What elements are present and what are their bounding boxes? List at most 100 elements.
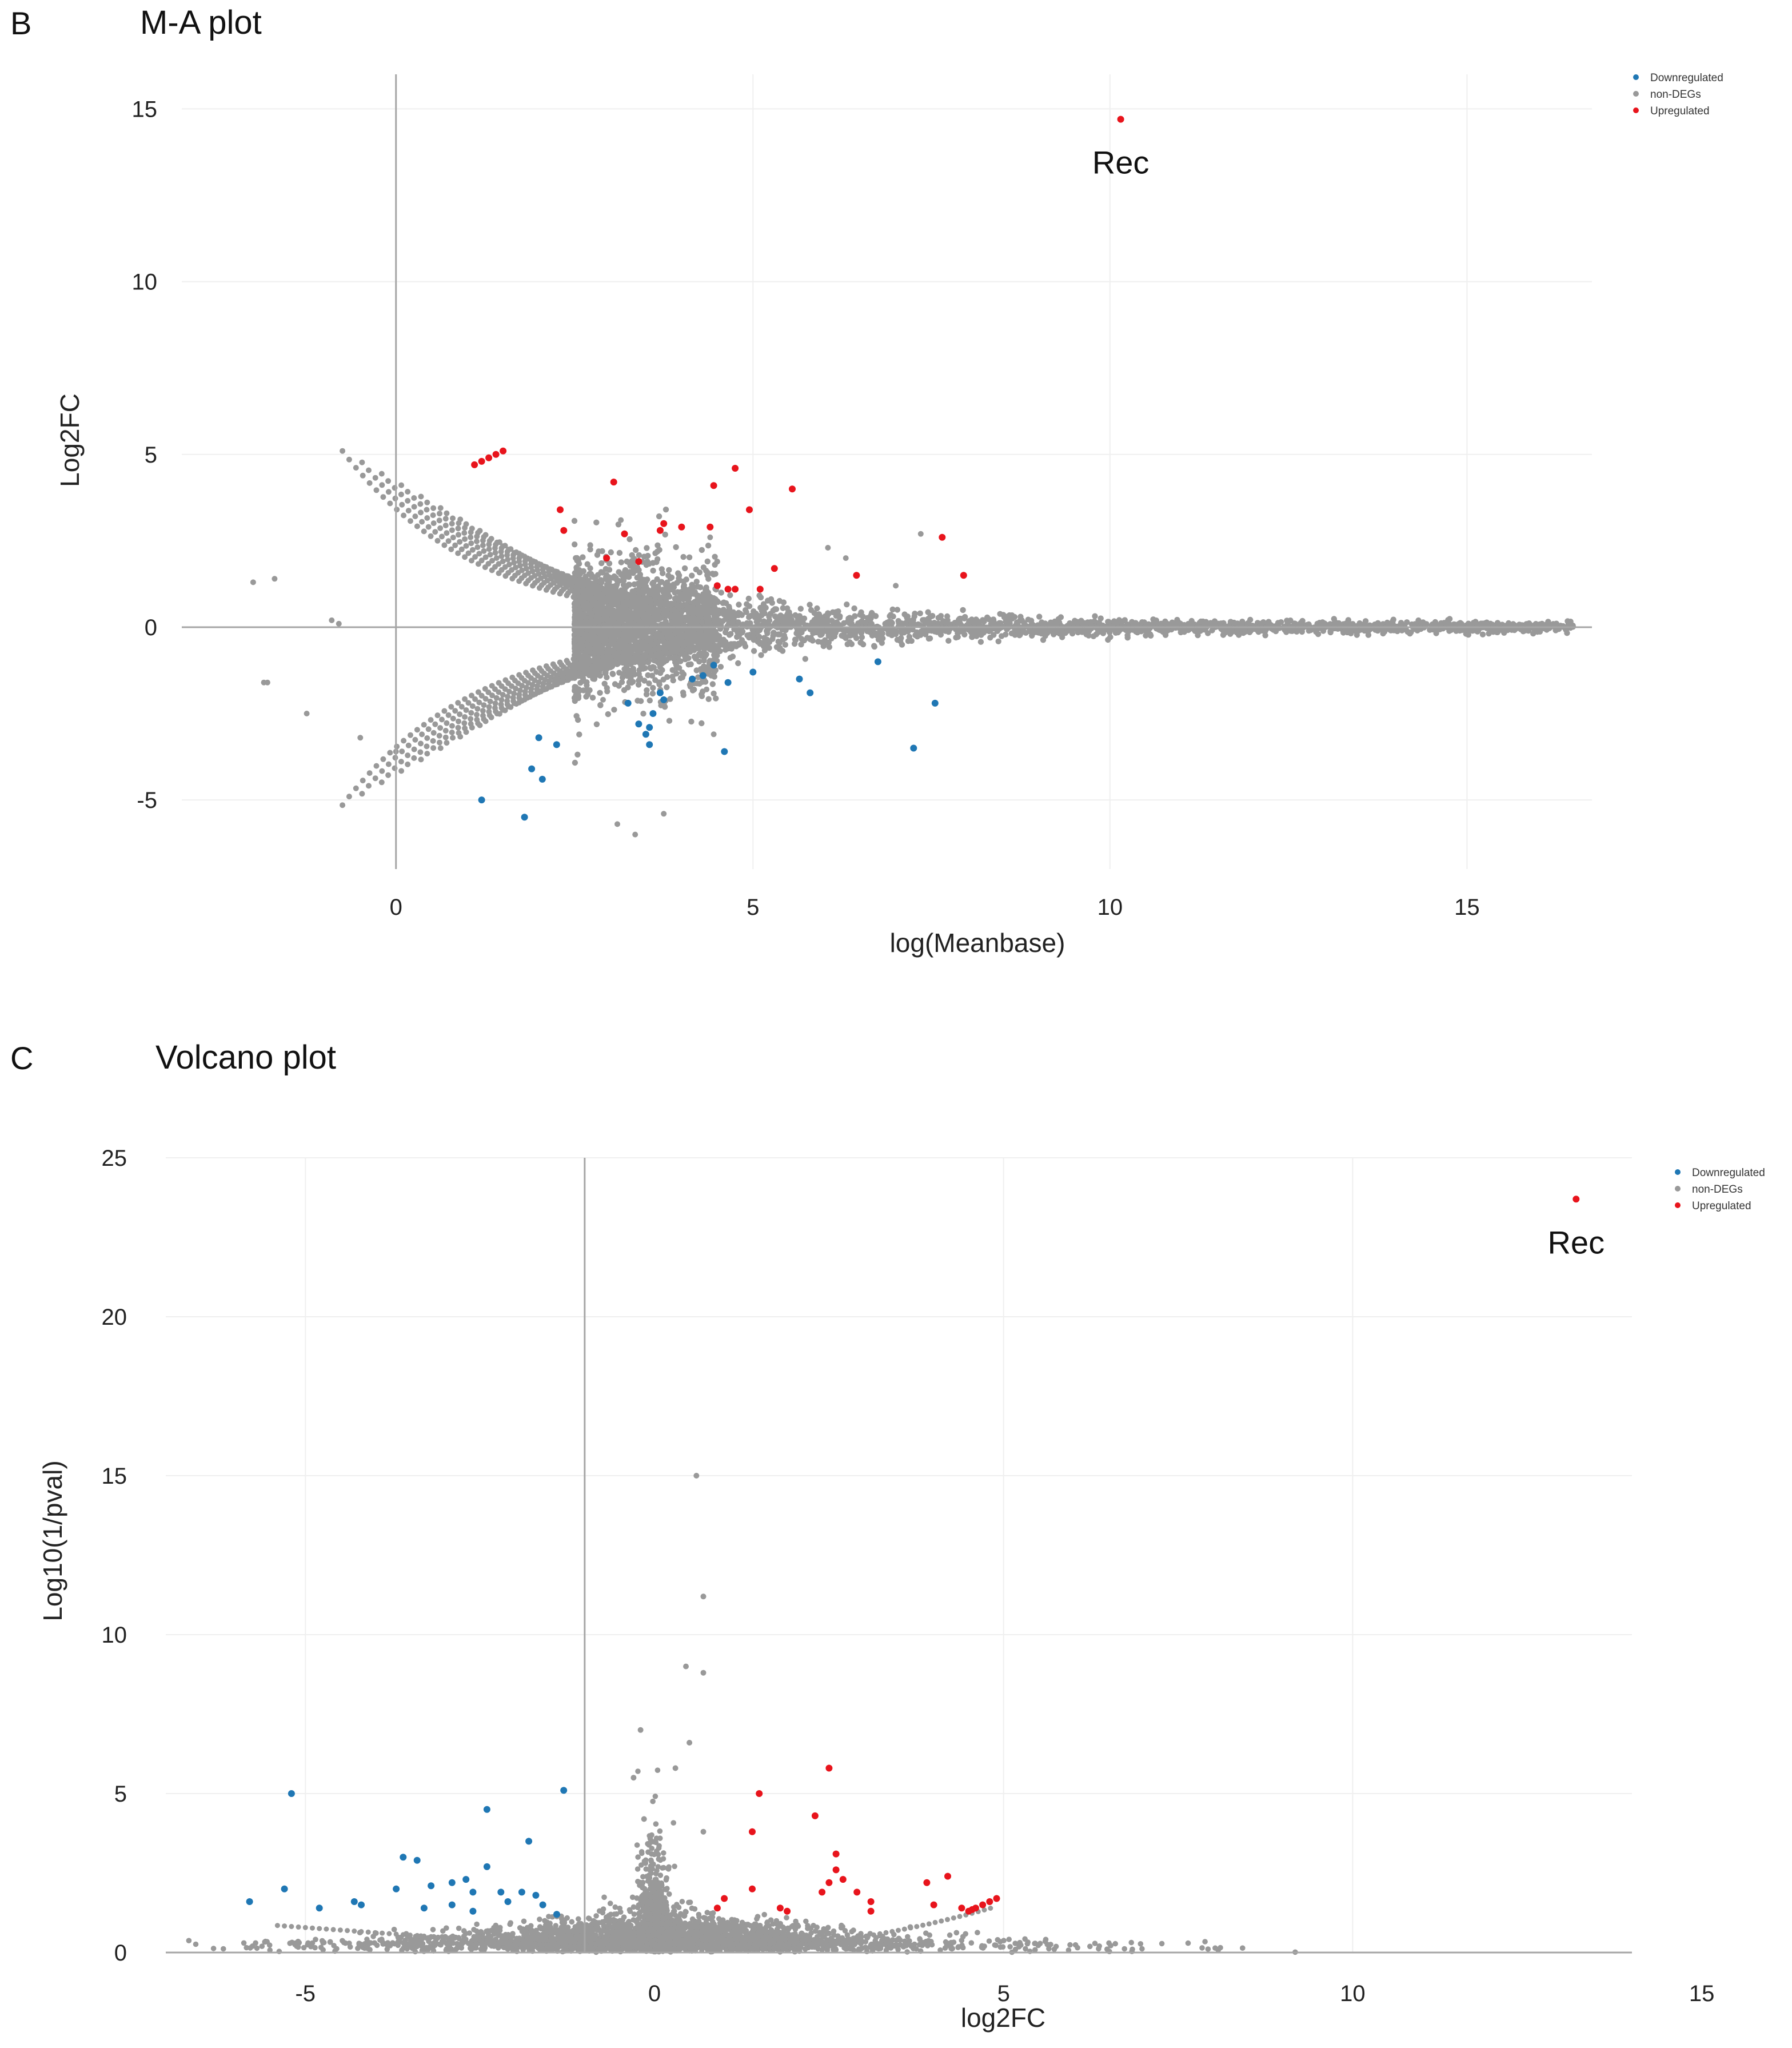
non-deg-point: [418, 509, 424, 516]
non-deg-point: [516, 551, 522, 557]
non-deg-point: [640, 629, 646, 636]
non-deg-point: [720, 642, 727, 648]
non-deg-point: [825, 629, 831, 636]
non-deg-point: [592, 585, 597, 591]
non-deg-point: [658, 566, 665, 572]
non-deg-point: [481, 702, 487, 708]
non-deg-point: [718, 589, 724, 596]
non-deg-point: [586, 634, 593, 641]
non-deg-point: [679, 603, 685, 609]
non-deg-point: [480, 708, 486, 714]
non-deg-point: [703, 652, 709, 658]
non-deg-point: [715, 643, 721, 648]
non-deg-point: [1384, 623, 1391, 629]
non-deg-point: [641, 678, 648, 684]
non-deg-point: [654, 542, 661, 548]
non-deg-point: [684, 646, 691, 652]
non-deg-point: [502, 707, 508, 714]
non-deg-point: [772, 606, 779, 612]
non-deg-point: [493, 695, 500, 701]
non-deg-point: [411, 746, 417, 752]
non-deg-point: [436, 517, 442, 524]
non-deg-point: [572, 604, 578, 611]
non-deg-point: [715, 607, 721, 613]
non-deg-point: [601, 611, 608, 617]
non-deg-point: [628, 594, 633, 600]
non-deg-point: [642, 617, 649, 623]
non-deg-point: [819, 630, 825, 637]
non-deg-point: [695, 645, 701, 651]
non-deg-point: [505, 694, 511, 700]
non-deg-point: [997, 611, 1003, 617]
non-deg-point: [593, 618, 600, 624]
non-deg-point: [669, 674, 676, 680]
non-deg-point: [743, 609, 749, 615]
non-deg-point: [751, 608, 757, 615]
non-deg-point: [468, 716, 474, 722]
non-deg-point: [960, 615, 967, 621]
non-deg-point: [1375, 620, 1381, 627]
non-deg-point: [360, 778, 366, 784]
non-deg-point: [373, 763, 380, 769]
non-deg-point: [1348, 630, 1354, 637]
non-deg-point: [596, 548, 602, 555]
non-deg-point: [1145, 628, 1151, 635]
non-deg-point: [417, 501, 424, 507]
non-deg-point: [424, 743, 430, 750]
non-deg-point: [437, 505, 444, 511]
non-deg-point: [592, 645, 598, 652]
non-deg-point: [756, 616, 763, 622]
non-deg-point: [585, 619, 591, 626]
non-deg-point: [641, 584, 648, 590]
non-deg-point: [608, 549, 614, 556]
non-deg-point: [353, 785, 359, 791]
non-deg-point: [700, 599, 707, 606]
non-deg-point: [457, 734, 464, 740]
non-deg-point: [801, 637, 808, 644]
non-deg-point: [430, 745, 437, 751]
non-deg-point: [630, 670, 636, 676]
non-deg-point: [419, 731, 425, 738]
non-deg-point: [897, 638, 904, 644]
non-deg-point: [679, 647, 685, 653]
non-deg-point: [730, 615, 736, 622]
non-deg-point: [1105, 636, 1111, 643]
non-deg-point: [683, 576, 689, 583]
non-deg-point: [408, 518, 413, 524]
non-deg-point: [607, 661, 613, 667]
non-deg-point: [746, 623, 752, 629]
non-deg-point: [977, 639, 984, 645]
non-deg-point: [399, 501, 405, 508]
non-deg-point: [398, 482, 405, 488]
non-deg-point: [819, 616, 825, 623]
non-deg-point: [457, 711, 463, 718]
ma-plot-title: M-A plot: [140, 4, 262, 41]
non-deg-point: [677, 619, 684, 626]
non-deg-point: [449, 527, 455, 533]
non-deg-point: [618, 679, 625, 686]
non-deg-point: [511, 560, 517, 566]
non-deg-point: [844, 641, 851, 647]
non-deg-point: [844, 627, 850, 633]
non-deg-point: [640, 639, 646, 646]
non-deg-point: [640, 711, 646, 717]
non-deg-point: [610, 638, 617, 644]
non-deg-point: [756, 633, 763, 640]
non-deg-point: [1272, 628, 1279, 635]
non-deg-point: [346, 794, 352, 800]
non-deg-point: [825, 545, 831, 551]
non-deg-point: [456, 532, 461, 538]
non-deg-point: [631, 581, 637, 588]
non-deg-point: [380, 756, 386, 762]
non-deg-point: [797, 605, 804, 612]
non-deg-point: [709, 681, 716, 687]
non-deg-point: [632, 831, 638, 838]
non-deg-point: [272, 576, 278, 582]
non-deg-point: [366, 480, 373, 486]
non-deg-point: [1494, 620, 1501, 626]
non-deg-point: [1059, 629, 1066, 636]
non-deg-point: [597, 587, 602, 592]
non-deg-point: [385, 772, 392, 778]
non-deg-point: [829, 617, 835, 624]
non-deg-point: [622, 640, 629, 646]
